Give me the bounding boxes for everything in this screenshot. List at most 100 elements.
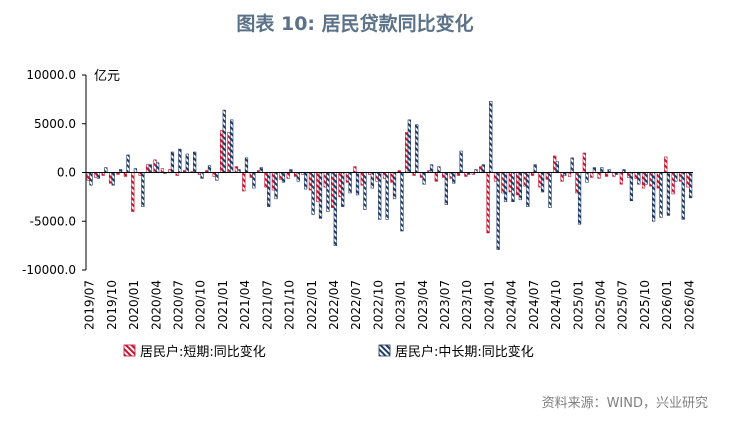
bar-short-2020-05 [160, 168, 165, 173]
x-tick-label: 2020/10 [194, 280, 208, 330]
x-tick-label: 2021/10 [283, 280, 297, 330]
x-tick-label: 2019/10 [105, 280, 119, 330]
bar-short-2022-04 [331, 172, 335, 208]
bar-long-2025-02 [585, 172, 589, 183]
bar-short-2025-05 [604, 172, 609, 177]
bar-long-2019-07 [89, 172, 93, 186]
x-tick-label: 2025/01 [571, 280, 585, 330]
x-tick-label: 2021/04 [238, 280, 252, 330]
bar-short-2022-11 [382, 172, 387, 179]
bar-long-2022-01 [311, 172, 315, 215]
bar-short-2021-05 [249, 172, 253, 178]
bar-long-2023-09 [459, 150, 463, 173]
x-tick-label: 2025/10 [638, 280, 652, 330]
bar-short-2022-02 [316, 172, 320, 203]
x-tick-label: 2021/01 [216, 280, 230, 330]
bar-long-2020-09 [193, 151, 197, 173]
bar-short-2025-02 [582, 152, 586, 173]
x-tick-label: 2024/04 [505, 280, 519, 330]
bar-short-2024-05 [516, 172, 520, 196]
bar-short-2020-01 [131, 172, 135, 212]
bar-long-2021-04 [244, 157, 249, 173]
bar-short-2025-06 [612, 172, 616, 177]
bar-long-2023-02 [407, 119, 411, 173]
bar-short-2019-08 [94, 172, 98, 178]
bar-short-2022-10 [375, 172, 379, 182]
x-tick-label: 2025/07 [616, 280, 630, 330]
bar-long-2022-02 [318, 172, 323, 219]
bar-long-2023-12 [481, 164, 485, 173]
bar-long-2022-05 [341, 172, 345, 207]
bar-long-2023-08 [452, 172, 456, 184]
y-tick-label: -5000.0 [30, 214, 76, 228]
bar-short-2022-08 [360, 172, 364, 186]
bar-long-2026-01 [666, 172, 671, 216]
bar-short-2023-07 [442, 172, 446, 178]
bar-long-2024-12 [570, 157, 574, 173]
bar-long-2021-08 [274, 172, 278, 200]
bar-long-2022-11 [385, 172, 389, 220]
bar-short-2022-05 [338, 172, 342, 198]
bar-long-2021-09 [281, 172, 286, 183]
bar-long-2020-11 [207, 165, 212, 173]
bar-short-2022-03 [323, 172, 327, 188]
x-tick-label: 2024/10 [549, 280, 563, 330]
bar-long-2020-02 [141, 172, 145, 207]
bar-short-2025-01 [575, 172, 579, 194]
y-tick-label: -10000.0 [22, 263, 76, 277]
bars [86, 101, 693, 250]
bar-short-2026-01 [664, 156, 668, 173]
bar-long-2025-04 [600, 167, 604, 173]
bar-short-2025-08 [627, 172, 631, 178]
bar-long-2023-06 [437, 166, 441, 173]
bar-short-2026-03 [678, 172, 683, 182]
bar-long-2026-02 [674, 172, 678, 182]
bar-short-2023-04 [419, 172, 424, 178]
bar-long-2025-08 [629, 172, 634, 202]
bar-long-2026-03 [681, 172, 685, 220]
x-tick-label: 2020/01 [127, 280, 141, 330]
bar-long-2023-07 [444, 172, 448, 205]
bar-short-2022-07 [353, 166, 357, 173]
bar-long-2022-06 [348, 172, 352, 194]
bar-short-2024-12 [567, 172, 572, 177]
x-tick-label: 2023/01 [394, 280, 408, 330]
bar-long-2024-08 [540, 172, 545, 193]
bar-long-2020-08 [185, 153, 189, 173]
bar-short-2021-03 [234, 166, 239, 173]
bar-long-2024-04 [511, 172, 515, 203]
bar-short-2025-11 [649, 172, 653, 187]
bar-long-2020-01 [133, 168, 138, 173]
bar-short-2021-09 [279, 172, 283, 180]
bar-short-2020-04 [153, 159, 157, 173]
bar-short-2022-06 [345, 172, 350, 183]
x-tick-label: 2026/04 [682, 280, 696, 330]
x-tick-label: 2020/07 [172, 280, 186, 330]
x-tick-label: 2022/10 [371, 280, 385, 330]
bar-short-2024-10 [553, 155, 557, 173]
bar-short-2024-01 [486, 172, 490, 234]
legend-label-short: 居民户:短期:同比变化 [140, 344, 266, 360]
bar-long-2022-03 [326, 172, 330, 212]
bar-long-2025-09 [637, 172, 641, 185]
bar-long-2026-04 [688, 172, 693, 199]
bar-long-2024-01 [489, 101, 493, 173]
bar-long-2019-09 [104, 167, 108, 173]
bar-long-2024-02 [496, 172, 500, 250]
bar-long-2019-08 [96, 172, 101, 179]
x-tick-label: 2022/04 [327, 280, 341, 330]
bar-long-2024-05 [518, 172, 522, 201]
x-tick-label: 2023/10 [460, 280, 474, 330]
bar-short-2020-03 [145, 164, 150, 173]
bar-short-2019-10 [108, 172, 113, 184]
bar-short-2019-07 [86, 172, 91, 181]
bar-short-2024-08 [538, 172, 542, 188]
x-tick-label: 2026/01 [660, 280, 674, 330]
source-note: 资料来源：WIND，兴业研究 [542, 396, 708, 411]
x-tick-label: 2025/04 [593, 280, 607, 330]
bar-long-2019-12 [126, 154, 130, 173]
bar-short-2021-07 [264, 172, 268, 188]
legend-label-long: 居民户:中长期:同比变化 [395, 344, 534, 360]
bar-short-2025-07 [619, 172, 623, 185]
bar-long-2020-03 [148, 164, 152, 173]
